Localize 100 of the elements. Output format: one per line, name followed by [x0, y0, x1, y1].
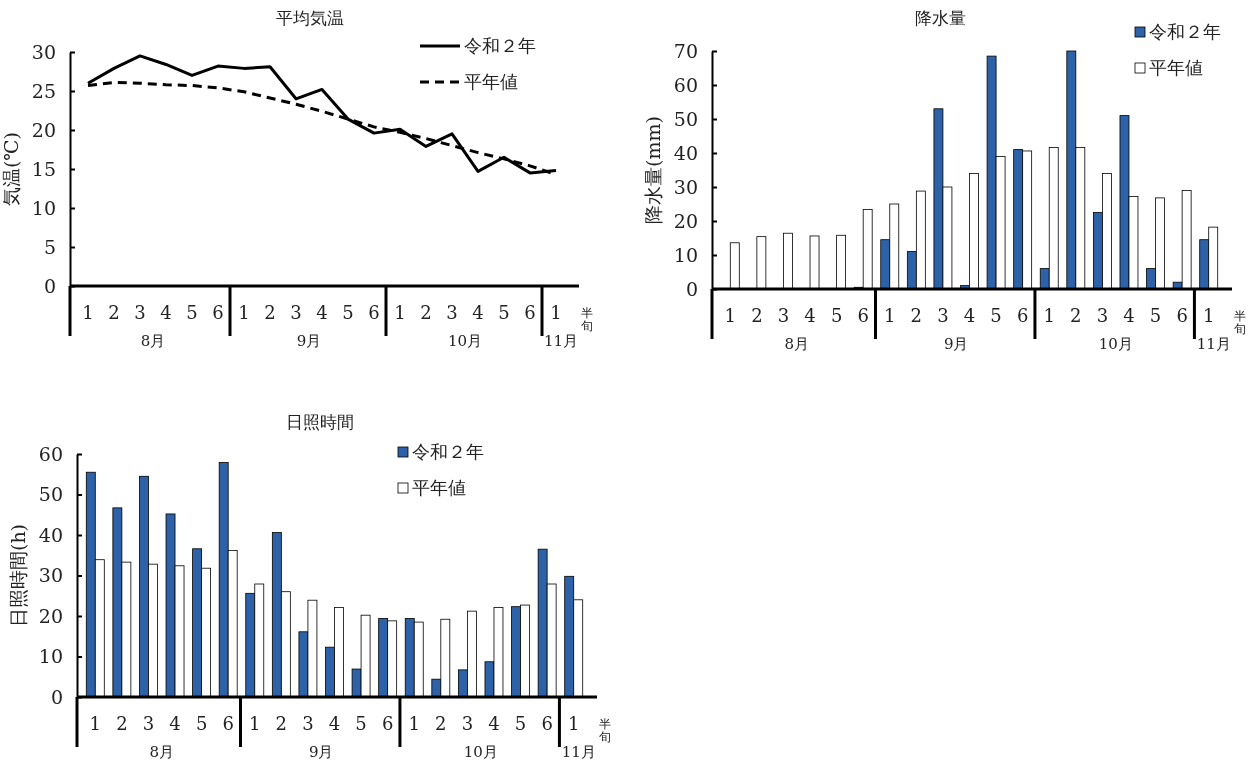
y-tick-label: 30	[673, 175, 698, 198]
y-tick-label: 20	[31, 118, 56, 141]
x-tick-label: 2	[910, 305, 923, 326]
y-tick-label: 0	[43, 274, 56, 297]
x-tick-label: 6	[212, 302, 224, 323]
x-axis-title: 半旬	[1234, 308, 1246, 336]
x-tick-label: 1	[82, 302, 94, 323]
x-tick-label: 1	[238, 302, 250, 323]
chart-title: 日照時間	[286, 412, 354, 432]
x-tick-label: 3	[461, 713, 474, 734]
x-tick-label: 3	[302, 713, 314, 734]
x-tick-label: 3	[290, 302, 302, 323]
chart-title: 降水量	[914, 8, 966, 28]
x-tick-label: 1	[567, 713, 580, 734]
x-tick-label: 5	[498, 302, 510, 323]
x-tick-label: 4	[472, 302, 484, 323]
x-tick-label: 3	[142, 713, 155, 734]
y-tick-label: 20	[673, 209, 698, 232]
text: 11月	[1196, 335, 1231, 353]
x-tick-label: 6	[368, 302, 380, 323]
x-tick-label: 2	[116, 713, 128, 734]
text: 10月	[447, 332, 483, 350]
text: 9月	[296, 332, 322, 350]
y-tick-label: 50	[673, 107, 698, 130]
y-tick-label: 15	[31, 157, 56, 180]
x-tick-label: 5	[186, 302, 198, 323]
x-tick-label: 4	[328, 713, 341, 734]
y-tick-label: 0	[685, 277, 698, 300]
y-tick-label: 10	[38, 645, 63, 668]
y-tick-label: 30	[31, 40, 56, 63]
x-tick-label: 1	[1202, 305, 1215, 326]
y-tick-label: 60	[38, 442, 63, 465]
legend-label: 平年値	[412, 477, 466, 499]
text: 8月	[784, 335, 810, 353]
y-tick-label: 25	[31, 79, 56, 102]
y-tick-label: 20	[38, 604, 63, 627]
x-tick-label: 4	[316, 302, 328, 323]
x-tick-label: 3	[446, 302, 458, 323]
x-tick-label: 5	[990, 305, 1002, 326]
x-axis-title: 半旬	[581, 305, 593, 333]
x-tick-label: 4	[1123, 305, 1135, 326]
x-tick-label: 5	[830, 305, 843, 326]
text: 9月	[943, 335, 969, 353]
y-tick-label: 40	[673, 141, 698, 164]
x-tick-label: 6	[524, 302, 536, 323]
x-tick-label: 1	[884, 305, 896, 326]
x-tick-label: 2	[275, 713, 288, 734]
legend-label: 令和２年	[1149, 21, 1221, 43]
x-axis-title: 半旬	[599, 716, 611, 744]
y-tick-label: 10	[673, 243, 698, 266]
y-axis-title: 気温(℃)	[0, 131, 22, 207]
x-tick-label: 3	[937, 305, 949, 326]
x-tick-label: 2	[420, 302, 432, 323]
x-tick-label: 1	[249, 713, 261, 734]
x-tick-label: 6	[222, 713, 234, 734]
x-tick-label: 2	[1070, 305, 1082, 326]
x-tick-label: 1	[724, 305, 737, 326]
x-tick-label: 4	[963, 305, 976, 326]
x-tick-label: 2	[435, 713, 447, 734]
y-axis-title: 日照時間(h)	[7, 523, 29, 628]
legend-label: 令和２年	[464, 35, 536, 57]
x-tick-label: 5	[342, 302, 354, 323]
x-tick-label: 1	[394, 302, 406, 323]
x-tick-label: 6	[857, 305, 869, 326]
x-tick-label: 1	[550, 302, 562, 323]
text: 8月	[149, 743, 175, 761]
x-tick-label: 2	[751, 305, 763, 326]
y-tick-label: 40	[38, 523, 63, 546]
x-tick-label: 3	[777, 305, 790, 326]
x-tick-label: 6	[1176, 305, 1188, 326]
x-tick-label: 4	[160, 302, 172, 323]
text: 11月	[561, 743, 596, 761]
y-tick-label: 10	[31, 196, 56, 219]
text: 10月	[1098, 335, 1133, 353]
x-tick-label: 5	[514, 713, 527, 734]
chart-title: 平均気温	[276, 8, 344, 28]
x-tick-label: 6	[1016, 305, 1029, 326]
text: 10月	[463, 743, 498, 761]
text: 8月	[140, 332, 166, 350]
y-tick-label: 60	[673, 73, 698, 96]
legend-label: 平年値	[464, 71, 518, 93]
x-tick-label: 1	[408, 713, 420, 734]
x-tick-label: 3	[134, 302, 146, 323]
x-tick-label: 2	[264, 302, 276, 323]
legend-label: 令和２年	[412, 441, 484, 463]
x-tick-label: 3	[1096, 305, 1109, 326]
x-tick-label: 4	[169, 713, 181, 734]
x-tick-label: 5	[1149, 305, 1162, 326]
x-tick-label: 2	[108, 302, 120, 323]
y-tick-label: 5	[43, 235, 56, 258]
text: 11月	[543, 332, 579, 350]
y-axis-title: 降水量(mm)	[642, 116, 664, 224]
legend-label: 平年値	[1149, 57, 1203, 79]
x-tick-label: 6	[381, 713, 394, 734]
x-tick-label: 4	[804, 305, 816, 326]
y-tick-label: 70	[673, 39, 698, 62]
x-tick-label: 1	[89, 713, 102, 734]
x-tick-label: 4	[488, 713, 500, 734]
x-tick-label: 5	[355, 713, 367, 734]
text: 9月	[308, 743, 334, 761]
